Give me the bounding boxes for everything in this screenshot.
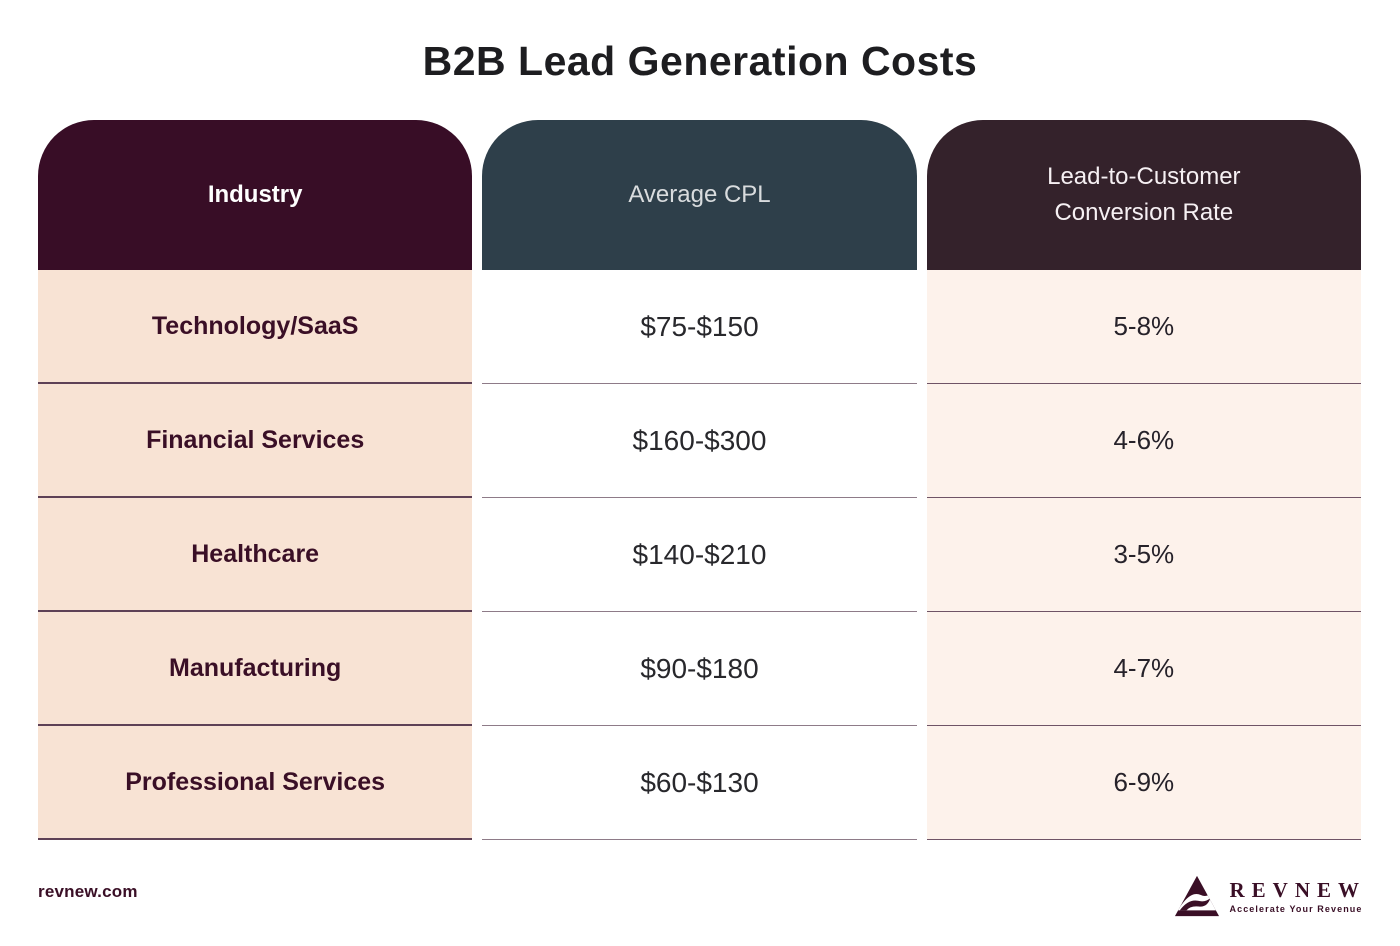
column-header-industry: Industry xyxy=(38,120,473,270)
table-cell-cpl-row5: $60-$130 xyxy=(482,726,917,840)
column-conversion-rate: Lead-to-Customer Conversion Rate 5-8% 4-… xyxy=(926,120,1361,840)
table-cell-conversion-row1: 5-8% xyxy=(926,270,1361,384)
table-cell-cpl-row1: $75-$150 xyxy=(482,270,917,384)
page-title: B2B Lead Generation Costs xyxy=(422,38,978,84)
revnew-logo: REVNEW Accelerate Your Revenue xyxy=(1174,874,1366,918)
lead-generation-table: Industry Technology/SaaS Financial Servi… xyxy=(38,120,1361,840)
column-header-average-cpl: Average CPL xyxy=(482,120,917,270)
table-cell-industry-row3: Healthcare xyxy=(38,498,473,612)
table-cell-cpl-row4: $90-$180 xyxy=(482,612,917,726)
column-industry: Industry Technology/SaaS Financial Servi… xyxy=(38,120,473,840)
brand-tagline: Accelerate Your Revenue xyxy=(1229,903,1363,914)
website-url: revnew.com xyxy=(38,882,138,901)
table-cell-cpl-row3: $140-$210 xyxy=(482,498,917,612)
table-cell-industry-row4: Manufacturing xyxy=(38,612,473,726)
table-cell-conversion-row3: 3-5% xyxy=(926,498,1361,612)
table-cell-industry-row5: Professional Services xyxy=(38,726,473,840)
triangle-wave-icon xyxy=(1174,874,1220,918)
brand-text-block: REVNEW Accelerate Your Revenue xyxy=(1229,879,1366,914)
brand-name: REVNEW xyxy=(1229,877,1366,902)
table-cell-conversion-row4: 4-7% xyxy=(926,612,1361,726)
table-cell-conversion-row2: 4-6% xyxy=(926,384,1361,498)
table-cell-industry-row2: Financial Services xyxy=(38,384,473,498)
table-cell-conversion-row5: 6-9% xyxy=(926,726,1361,840)
table-cell-cpl-row2: $160-$300 xyxy=(482,384,917,498)
table-cell-industry-row1: Technology/SaaS xyxy=(38,270,473,384)
column-header-conversion-rate: Lead-to-Customer Conversion Rate xyxy=(926,120,1361,270)
column-average-cpl: Average CPL $75-$150 $160-$300 $140-$210… xyxy=(482,120,917,840)
